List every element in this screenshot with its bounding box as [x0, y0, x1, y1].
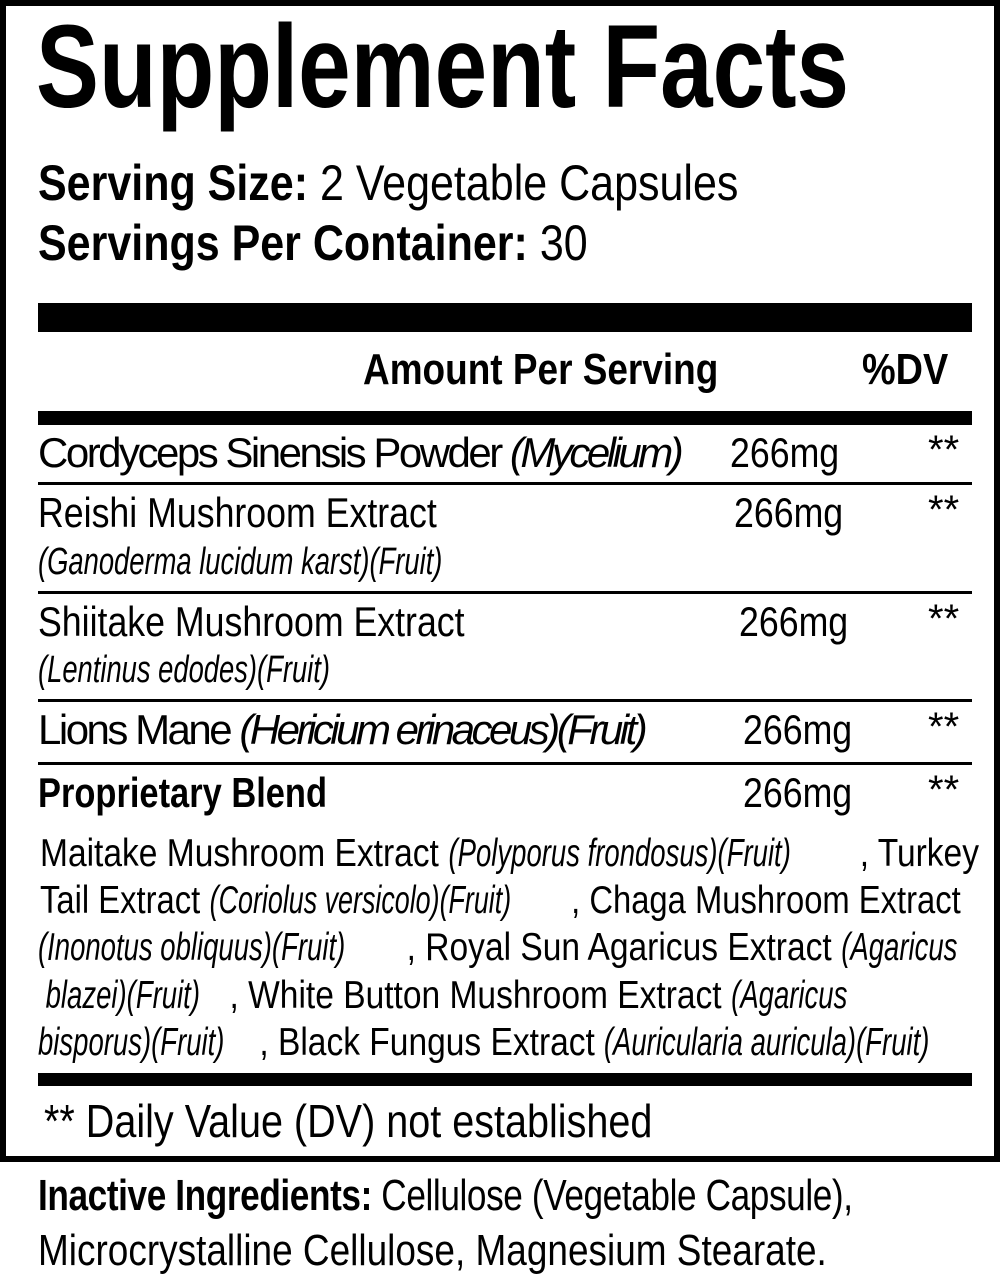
blend-line: (Inonotus obliquus)(Fruit) , Royal Sun Ag… — [38, 928, 977, 967]
amount-header: Amount Per Serving — [363, 345, 719, 394]
serving-size: Serving Size: 2 Vegetable Capsules — [38, 158, 738, 208]
blend-text: , Royal Sun Agaricus Extract — [406, 926, 842, 969]
blend-latin: (Agaricus — [841, 926, 958, 969]
ingredient-name: Lions Mane — [38, 706, 233, 753]
blend-latin: (Polyporus frondosus)(Fruit) — [448, 832, 791, 875]
blend-line: Tail Extract (Coriolus versicolo)(Fruit)… — [40, 881, 961, 920]
blend-text: , Chaga Mushroom Extract — [571, 879, 961, 922]
serving-size-label: Serving Size: — [38, 155, 309, 211]
blend-text: , White Button Mushroom Extract — [229, 974, 731, 1017]
ingredient-dv: ** — [928, 705, 960, 749]
ingredient-latin: (Lentinus edodes)(Fruit) — [38, 649, 330, 691]
ingredient-name: Cordyceps Sinensis Powder — [38, 429, 503, 476]
daily-value-footnote: ** Daily Value (DV) not established — [44, 1095, 653, 1147]
inactive-label: Inactive Ingredients: — [38, 1171, 372, 1220]
supplement-facts-panel — [0, 0, 1000, 1162]
blend-line: bisporus)(Fruit) , Black Fungus Extract (… — [38, 1023, 995, 1062]
proprietary-blend-name: Proprietary Blend — [38, 769, 327, 816]
blend-text: Maitake Mushroom Extract — [40, 832, 449, 875]
ingredient-name: Reishi Mushroom Extract — [38, 489, 437, 536]
ingredient-latin: (Ganoderma lucidum karst)(Fruit) — [38, 541, 443, 583]
blend-text: , Black Fungus Extract — [259, 1021, 605, 1064]
blend-latin: (Auricularia auricula)(Fruit) — [604, 1021, 930, 1064]
row-divider — [38, 482, 972, 485]
servings-per-container: Servings Per Container: 30 — [38, 218, 588, 268]
thick-divider — [38, 303, 972, 332]
ingredient-name: Shiitake Mushroom Extract — [38, 598, 465, 645]
table-row: Lions Mane (Hericium erinaceus)(Fruit) — [38, 706, 648, 753]
blend-latin: blazei)(Fruit) — [38, 974, 200, 1017]
ingredient-dv: ** — [928, 488, 960, 532]
blend-latin: (Agaricus — [730, 974, 848, 1017]
ingredient-latin: (Hericium erinaceus)(Fruit) — [239, 706, 647, 753]
servings-label: Servings Per Container: — [38, 215, 528, 271]
ingredient-dv: ** — [928, 597, 960, 641]
blend-latin: (Inonotus obliquus)(Fruit) — [38, 926, 346, 969]
row-divider — [38, 762, 972, 765]
ingredient-latin: (Mycelium) — [509, 429, 684, 476]
blend-latin: bisporus)(Fruit) — [38, 1021, 225, 1064]
serving-size-value: 2 Vegetable Capsules — [319, 155, 739, 211]
inactive-line-2: Microcrystalline Cellulose, Magnesium St… — [38, 1226, 827, 1275]
table-row: Cordyceps Sinensis Powder (Mycelium) — [38, 429, 684, 476]
row-divider — [38, 699, 972, 702]
ingredient-dv: ** — [928, 768, 960, 812]
blend-line: blazei)(Fruit) , White Button Mushroom Ex… — [38, 976, 867, 1015]
ingredient-amount: 266mg — [734, 489, 844, 536]
blend-line: Maitake Mushroom Extract (Polyporus fron… — [40, 834, 979, 873]
page-title: Supplement Facts — [36, 1, 850, 133]
ingredient-amount: 266mg — [743, 769, 853, 816]
blend-text: , Turkey — [859, 832, 979, 875]
row-divider — [38, 591, 972, 594]
blend-latin: (Coriolus versicolo)(Fruit) — [209, 879, 511, 922]
servings-value: 30 — [539, 215, 588, 271]
ingredient-amount: 266mg — [743, 706, 853, 753]
medium-divider — [38, 1073, 972, 1086]
ingredient-amount: 266mg — [730, 429, 840, 476]
inactive-line-1: Cellulose (Vegetable Capsule), — [381, 1171, 853, 1220]
inactive-ingredients: Inactive Ingredients: Cellulose (Vegetab… — [38, 1174, 853, 1218]
ingredient-dv: ** — [928, 428, 960, 472]
blend-text: Tail Extract — [40, 879, 210, 922]
medium-divider — [38, 411, 972, 425]
dv-header: %DV — [862, 345, 949, 394]
ingredient-amount: 266mg — [739, 598, 849, 645]
